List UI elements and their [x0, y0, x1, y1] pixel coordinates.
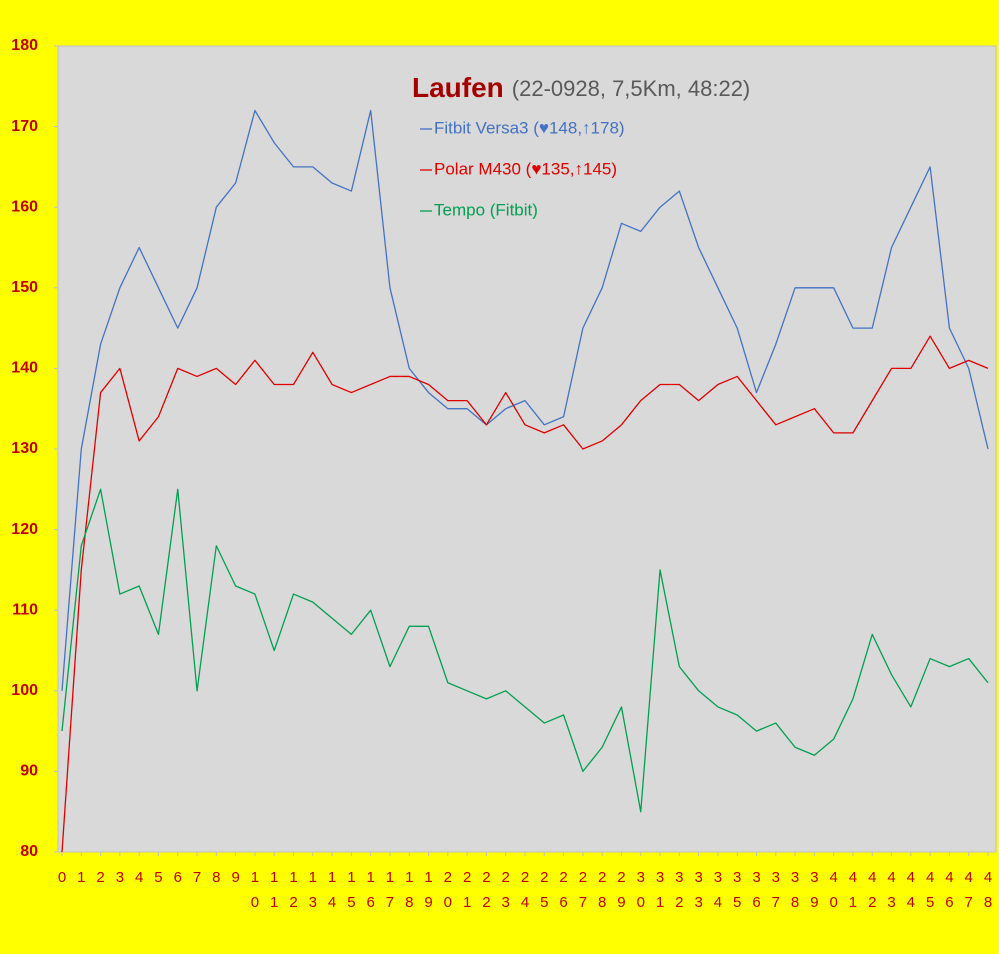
x-tick-label: 7 — [193, 869, 201, 886]
y-tick-label: 100 — [11, 682, 38, 699]
y-tick-label: 180 — [11, 37, 38, 54]
plot-area — [57, 45, 997, 853]
x-tick-label: 5 — [154, 869, 162, 886]
y-tick-label: 150 — [11, 279, 38, 296]
x-tick-label: 4 — [135, 869, 143, 886]
chart-subtitle: (22-0928, 7,5Km, 48:22) — [512, 76, 750, 101]
x-tick-label: 8 — [212, 869, 220, 886]
x-tick-label: 6 — [174, 869, 182, 886]
series-line — [61, 488, 989, 813]
legend-label: Tempo (Fitbit) — [434, 200, 538, 219]
chart-title: Laufen — [412, 72, 504, 103]
x-tick-label: 2 — [96, 869, 104, 886]
legend-label: Polar M430 (♥135,↑145) — [434, 159, 617, 178]
series-line — [61, 335, 989, 853]
y-tick-label: 120 — [11, 521, 38, 538]
x-tick-label: 1 — [77, 869, 85, 886]
y-tick-label: 80 — [20, 843, 38, 860]
y-tick-label: 130 — [11, 440, 38, 457]
legend-label: Fitbit Versa3 (♥148,↑178) — [434, 118, 625, 137]
y-tick-label: 110 — [12, 601, 38, 618]
y-tick-label: 140 — [11, 360, 38, 377]
series-line — [61, 109, 989, 691]
y-tick-label: 90 — [20, 763, 38, 780]
chart-title-group: Laufen (22-0928, 7,5Km, 48:22) — [412, 72, 750, 103]
y-tick-label: 160 — [11, 198, 38, 215]
x-tick-label: 3 — [116, 869, 124, 886]
x-tick-label: 9 — [231, 869, 239, 886]
x-tick-label: 0 — [58, 869, 66, 886]
y-tick-label: 170 — [11, 118, 38, 135]
